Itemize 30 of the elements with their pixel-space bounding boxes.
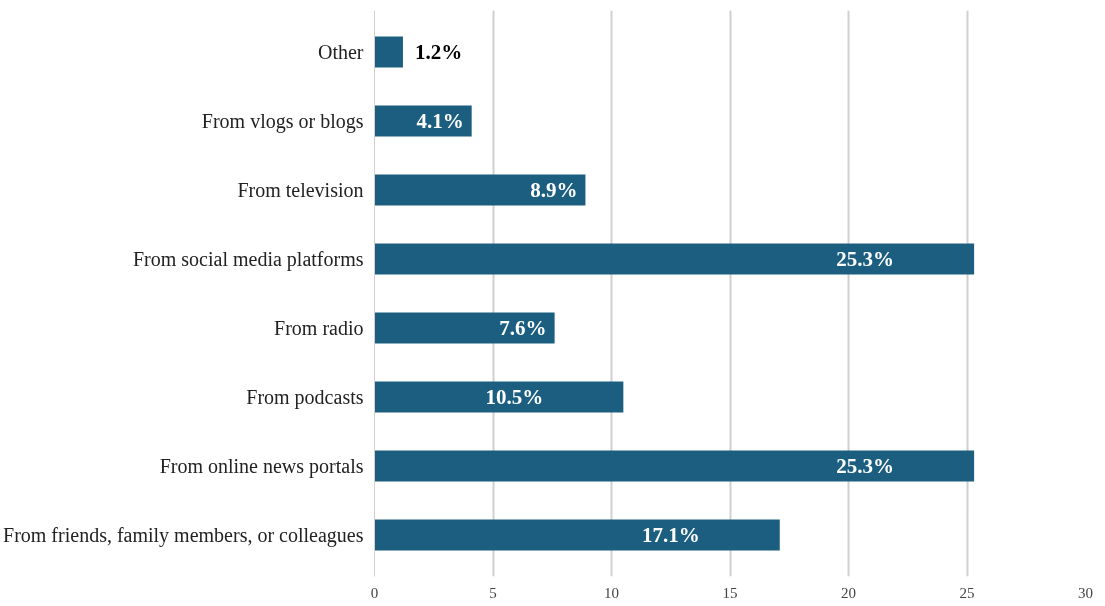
x-tick-label: 25 [959, 584, 975, 601]
y-tick-label: From online news portals [159, 455, 364, 479]
bar [374, 312, 555, 344]
y-tick-label: From friends, family members, or colleagues [3, 524, 364, 548]
data-label: 25.3% [836, 246, 895, 271]
y-tick-label: From social media platforms [132, 247, 364, 271]
x-tick-label: 15 [722, 584, 738, 601]
bar [374, 174, 586, 206]
x-tick-label: 10 [604, 584, 619, 601]
bar [374, 36, 403, 68]
x-tick-label: 30 [1078, 584, 1093, 601]
y-tick-label: Other [317, 40, 364, 63]
bar [374, 450, 975, 482]
x-tick-label: 20 [841, 584, 856, 601]
y-tick-label: From television [237, 178, 364, 201]
data-label: 8.9% [530, 177, 578, 202]
data-label: 10.5% [485, 385, 544, 410]
x-tick-label: 5 [489, 584, 497, 601]
y-tick-label: From podcasts [246, 386, 364, 410]
y-tick-label: From radio [274, 317, 364, 340]
data-label: 1.2% [414, 39, 463, 64]
data-label: 4.1% [416, 108, 464, 133]
data-label: 17.1% [642, 523, 700, 548]
data-label: 7.6% [499, 316, 547, 341]
bar [374, 381, 624, 413]
bar [374, 519, 780, 551]
data-label: 25.3% [836, 454, 895, 479]
x-tick-label: 0 [370, 584, 379, 601]
bar [374, 243, 975, 275]
y-tick-label: From vlogs or blogs [201, 109, 364, 133]
